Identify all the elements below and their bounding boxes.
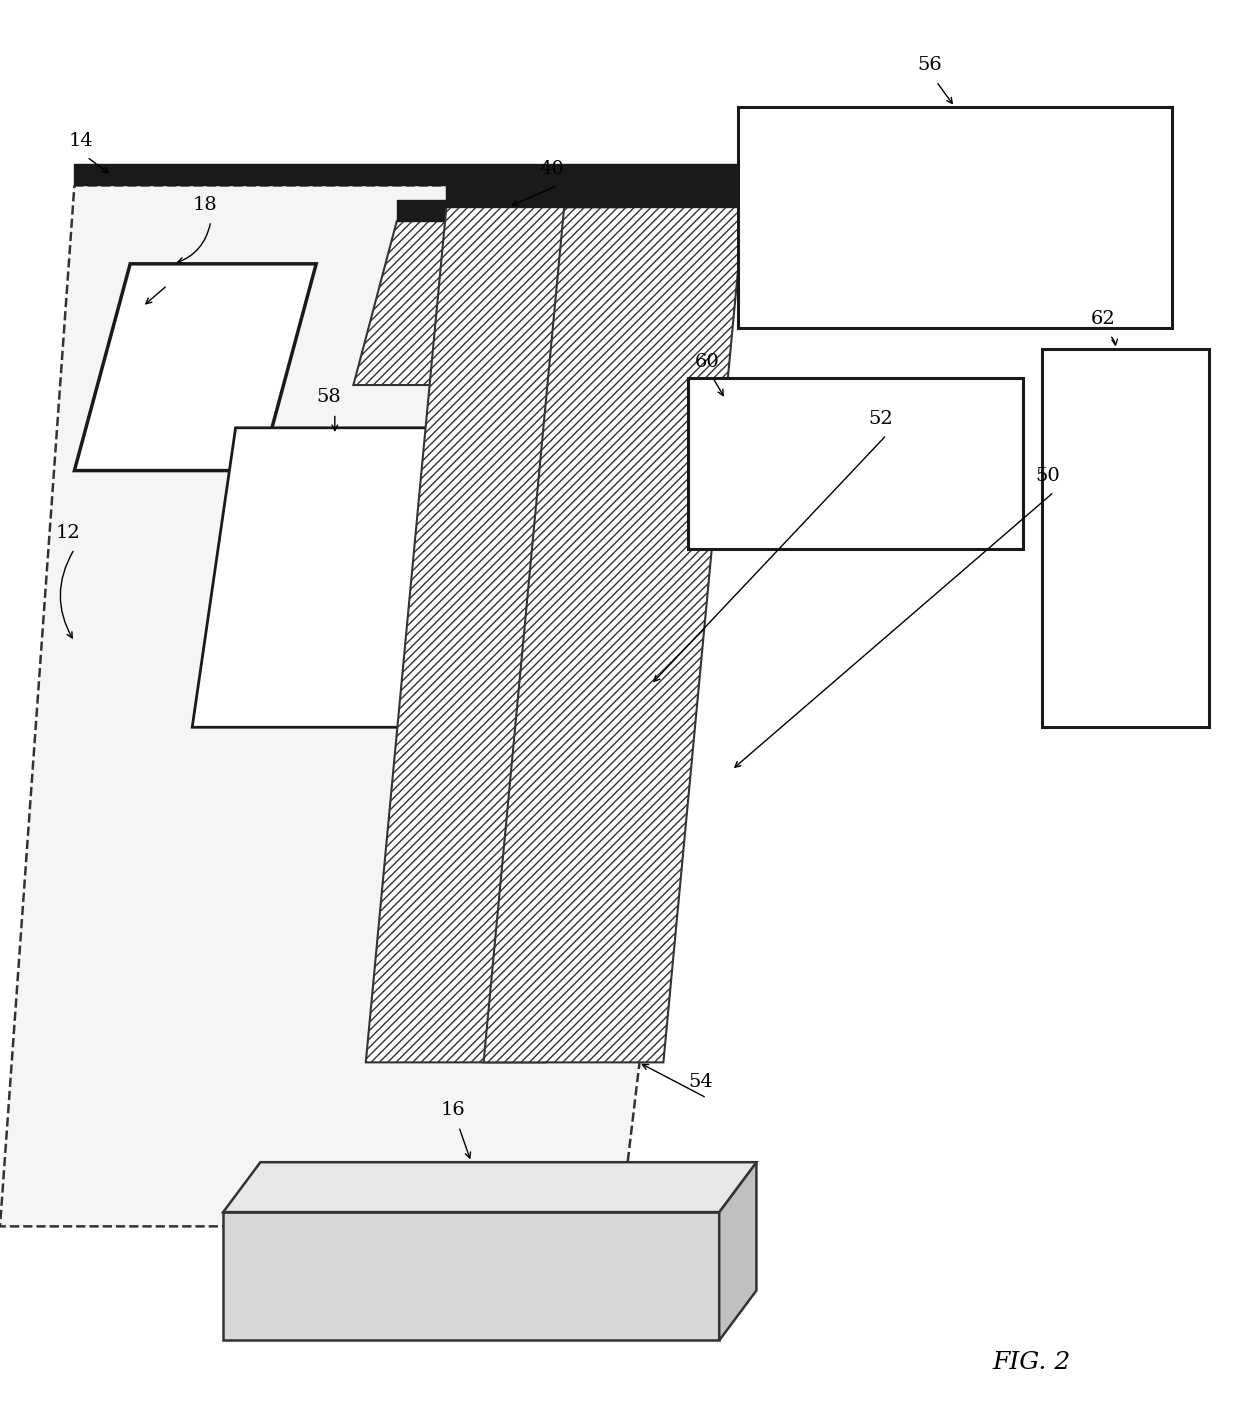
Text: 12: 12 <box>56 523 81 542</box>
Polygon shape <box>484 207 744 1062</box>
Polygon shape <box>0 185 744 1226</box>
Text: 52: 52 <box>868 409 893 428</box>
Polygon shape <box>223 1212 719 1340</box>
Polygon shape <box>1042 349 1209 727</box>
Text: FIG. 2: FIG. 2 <box>992 1350 1070 1375</box>
Polygon shape <box>397 200 539 221</box>
Polygon shape <box>564 185 744 207</box>
Text: 14: 14 <box>68 131 93 150</box>
Text: 60: 60 <box>694 352 719 371</box>
Polygon shape <box>353 221 539 385</box>
Text: 18: 18 <box>192 195 217 214</box>
Polygon shape <box>74 164 744 185</box>
Text: 54: 54 <box>688 1072 713 1091</box>
Text: 62: 62 <box>1091 309 1116 328</box>
Text: 40: 40 <box>539 160 564 178</box>
Text: 50: 50 <box>1035 466 1060 485</box>
Polygon shape <box>223 1162 756 1212</box>
Polygon shape <box>366 207 626 1062</box>
Polygon shape <box>192 428 465 727</box>
Text: 56: 56 <box>918 56 942 74</box>
Polygon shape <box>74 264 316 471</box>
Text: 58: 58 <box>316 388 341 406</box>
Polygon shape <box>719 1162 756 1340</box>
Text: 16: 16 <box>440 1101 465 1119</box>
Polygon shape <box>738 107 1172 328</box>
Polygon shape <box>688 378 1023 549</box>
Polygon shape <box>446 185 626 207</box>
